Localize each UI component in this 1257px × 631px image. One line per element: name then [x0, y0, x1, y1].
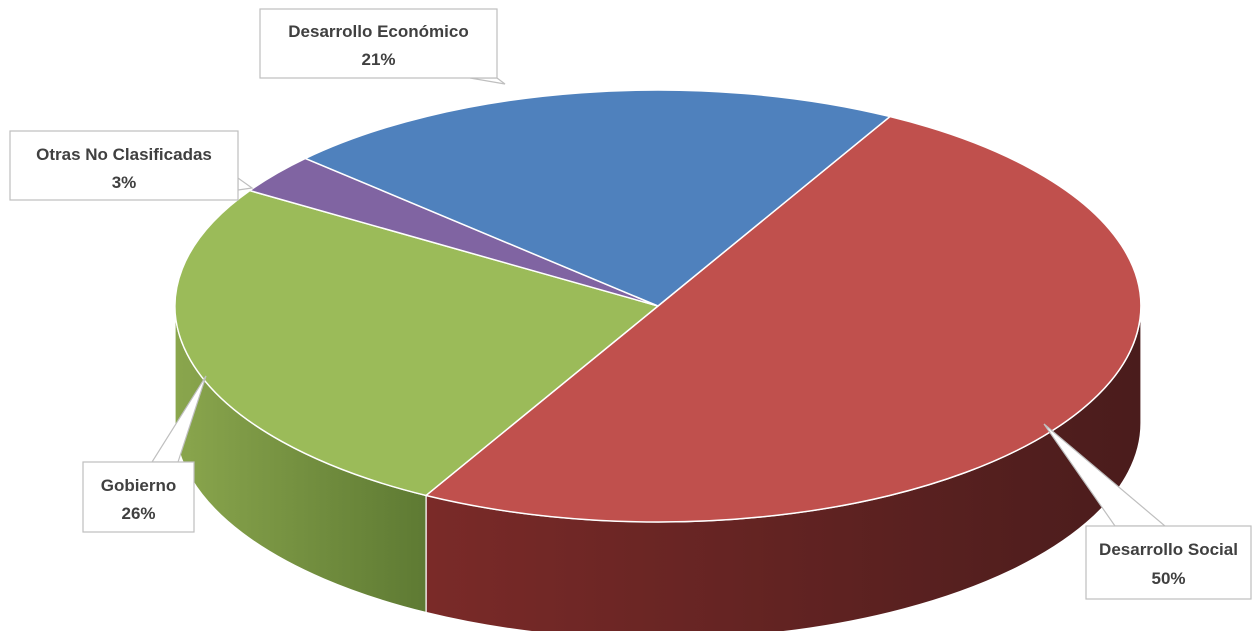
label-box-otras-no-clasificadas: [9, 130, 239, 201]
label-name-gobierno: Gobierno: [101, 476, 177, 495]
pie-slice-desarrollo-economico: [304, 89, 891, 307]
label-box-desarrollo-economico: [259, 8, 498, 79]
label-value-otras-no-clasificadas: 3%: [112, 173, 137, 192]
leader-otras-no-clasificadas: [237, 176, 254, 191]
label-value-desarrollo-economico: 21%: [361, 50, 395, 69]
pie-slice-gobierno: [174, 189, 659, 497]
label-name-desarrollo-social: Desarrollo Social: [1099, 540, 1238, 559]
label-box-desarrollo-social: [1085, 525, 1252, 600]
label-value-gobierno: 26%: [121, 504, 155, 523]
pie-tops: [174, 89, 1142, 523]
label-gobierno: Gobierno 26%: [82, 375, 207, 533]
leader-desarrollo-economico: [469, 77, 506, 85]
label-otras-no-clasificadas: Otras No Clasificadas 3%: [9, 130, 254, 201]
label-name-desarrollo-economico: Desarrollo Económico: [288, 22, 468, 41]
label-name-otras-no-clasificadas: Otras No Clasificadas: [36, 145, 212, 164]
label-desarrollo-economico: Desarrollo Económico 21%: [259, 8, 506, 85]
label-value-desarrollo-social: 50%: [1151, 569, 1185, 588]
label-box-gobierno: [82, 461, 195, 533]
label-desarrollo-social: Desarrollo Social 50%: [1043, 423, 1252, 600]
pie-labels: Desarrollo Económico 21% Otras No Clasif…: [9, 8, 1252, 600]
pie-slice-desarrollo-social: [425, 115, 1142, 523]
